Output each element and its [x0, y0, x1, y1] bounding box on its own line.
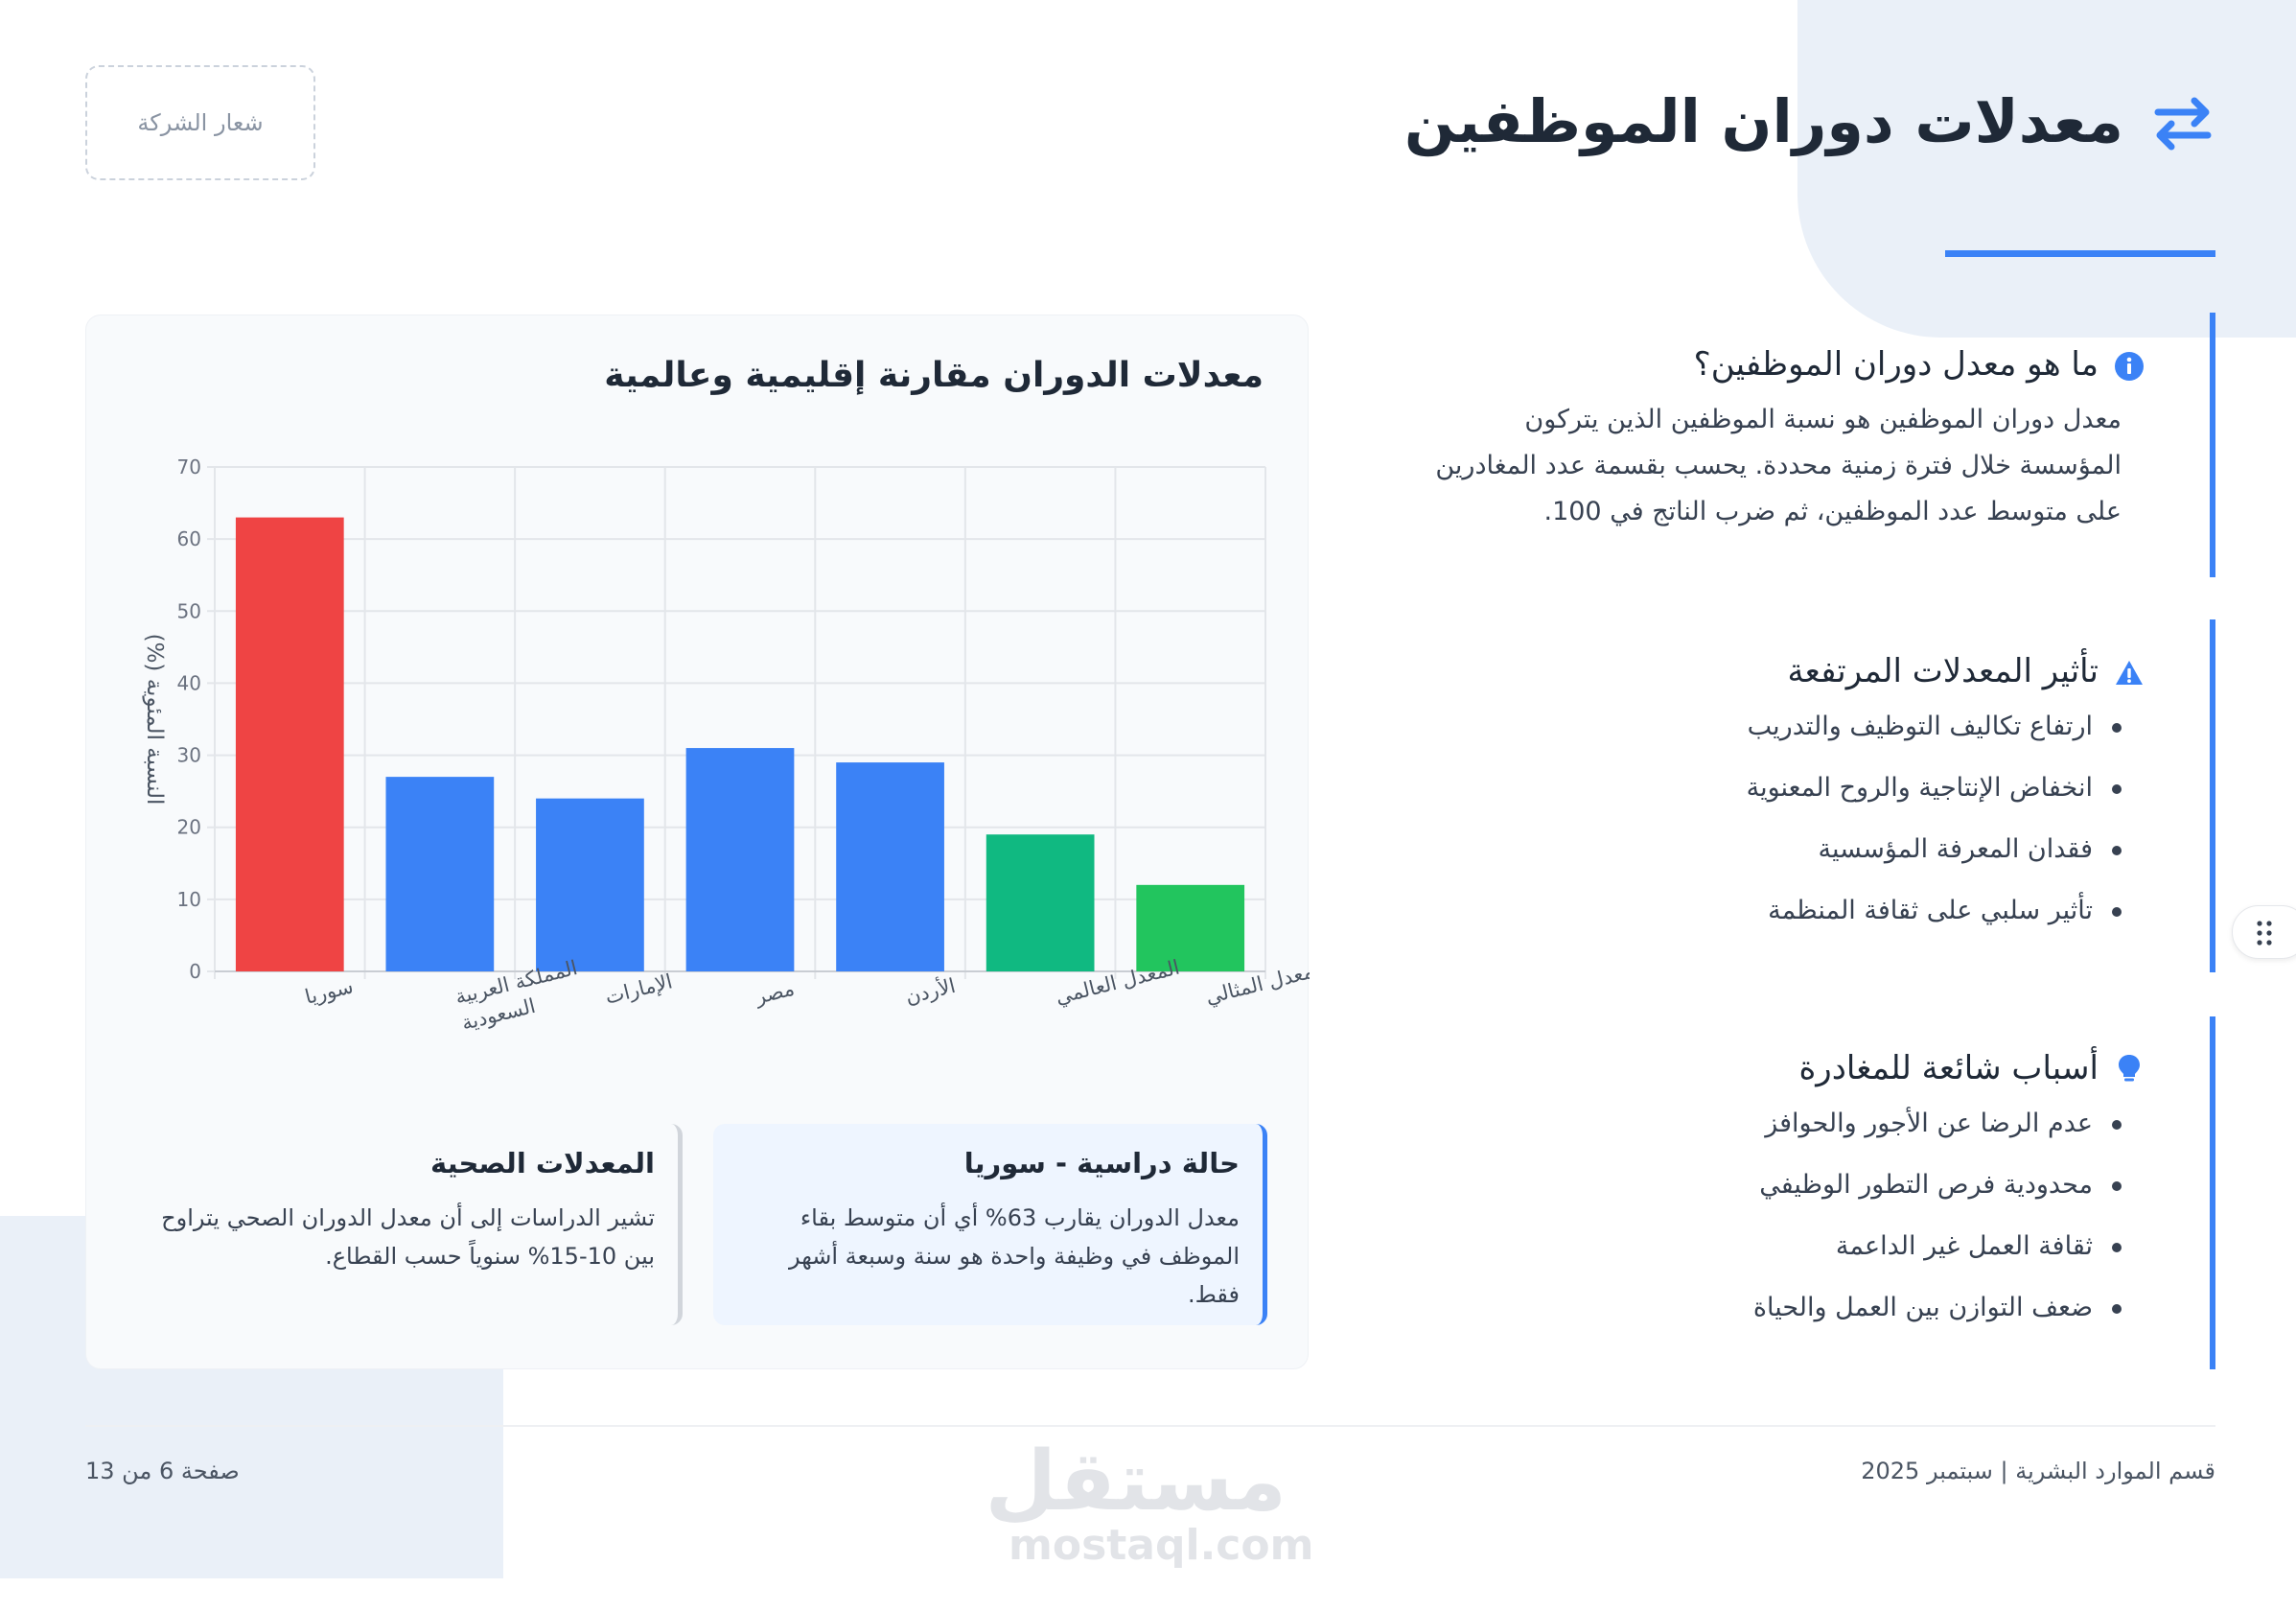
chart-panel: معدلات الدوران مقارنة إقليمية وعالمية 0 1… — [85, 315, 1310, 1369]
footer-page-number: صفحة 6 من 13 — [85, 1458, 240, 1484]
page-bottom-margin — [0, 1578, 2296, 1611]
definition-line: المؤسسة خلال فترة زمنية محددة. يحسب بقسم… — [1435, 451, 2122, 480]
y-tick-label: 50 — [177, 599, 201, 622]
reasons-list: عدم الرضا عن الأجور والحوافز محدودية فرص… — [1372, 1093, 2210, 1339]
healthy-rates-text: تشير الدراسات إلى أن معدل الدوران الصحي … — [161, 1204, 655, 1270]
footer-divider — [85, 1425, 2215, 1427]
x-tick-label: سوريا — [303, 974, 356, 1009]
section-impact: تأثير المعدلات المرتفعة ارتفاع تكاليف ال… — [1372, 619, 2215, 972]
x-tick-label: الإمارات — [603, 969, 675, 1009]
case-study-title: حالة دراسية - سوريا — [963, 1147, 1240, 1179]
section-title-impact: تأثير المعدلات المرتفعة — [1787, 652, 2099, 690]
section-reasons: أسباب شائعة للمغادرة عدم الرضا عن الأجور… — [1372, 1016, 2215, 1369]
footer-department: قسم الموارد البشرية | سبتمبر 2025 — [1861, 1458, 2215, 1484]
list-item: محدودية فرص التطور الوظيفي — [1372, 1155, 2122, 1216]
x-tick-label-group: سوريا — [303, 974, 356, 1009]
decor-top-shape — [1797, 0, 2296, 338]
bar — [836, 762, 944, 971]
x-tick-label: الأردن — [903, 973, 958, 1009]
list-item: تأثير سلبي على ثقافة المنظمة — [1372, 880, 2122, 942]
y-tick-label: 10 — [177, 888, 201, 911]
y-tick-label: 60 — [177, 527, 201, 550]
company-logo-placeholder: شعار الشركة — [85, 65, 315, 180]
impact-list: ارتفاع تكاليف التوظيف والتدريب انخفاض ال… — [1372, 696, 2210, 942]
y-tick-label: 0 — [189, 960, 201, 983]
section-title-definition: ما هو معدل دوران الموظفين؟ — [1693, 345, 2099, 384]
warning-triangle-icon — [2116, 661, 2143, 685]
definition-line: على متوسط عدد الموظفين، ثم ضرب الناتج في… — [1543, 497, 2122, 526]
drag-handle[interactable] — [2232, 905, 2296, 959]
bar — [1136, 884, 1245, 971]
y-axis-label: النسبة المئوية (%) — [142, 634, 167, 806]
bar — [536, 798, 644, 971]
logo-placeholder-text: شعار الشركة — [137, 109, 264, 136]
x-tick-label-group: مصر — [752, 977, 797, 1009]
x-tick-label-group: الأردن — [903, 973, 958, 1009]
watermark: مستقل mostaql.com — [985, 1434, 1314, 1570]
case-study-card: حالة دراسية - سوريا معدل الدوران يقارب 6… — [713, 1124, 1267, 1325]
y-tick-label: 40 — [177, 671, 201, 694]
x-tick-label: مصر — [752, 977, 797, 1009]
definition-line: معدل دوران الموظفين هو نسبة الموظفين الذ… — [1524, 405, 2122, 434]
y-tick-label: 30 — [177, 744, 201, 767]
title-underline — [1945, 250, 2215, 257]
exchange-arrows-icon — [2154, 97, 2212, 151]
x-tick-label-group: الإمارات — [603, 969, 675, 1009]
lightbulb-icon — [2119, 1055, 2140, 1082]
section-title-reasons: أسباب شائعة للمغادرة — [1798, 1049, 2099, 1087]
bar — [385, 777, 495, 971]
y-tick-label: 70 — [177, 455, 201, 479]
list-item: انخفاض الإنتاجية والروح المعنوية — [1372, 758, 2122, 819]
chart-title: معدلات الدوران مقارنة إقليمية وعالمية — [604, 356, 1264, 395]
healthy-rates-title: المعدلات الصحية — [430, 1147, 655, 1179]
info-circle-icon — [2115, 352, 2144, 381]
bar — [986, 834, 1095, 971]
list-item: فقدان المعرفة المؤسسية — [1372, 819, 2122, 880]
y-tick-label: 20 — [177, 816, 201, 839]
list-item: ضعف التوازن بين العمل والحياة — [1372, 1277, 2122, 1339]
case-study-text: معدل الدوران يقارب 63% أي أن متوسط بقاء … — [788, 1204, 1240, 1308]
section-definition: ما هو معدل دوران الموظفين؟ معدل دوران ال… — [1372, 313, 2215, 577]
list-item: ارتفاع تكاليف التوظيف والتدريب — [1372, 696, 2122, 758]
grip-dots-icon — [2257, 921, 2272, 946]
definition-text: معدل دوران الموظفين هو نسبة الموظفين الذ… — [1372, 397, 2210, 535]
page-title: معدلات دوران الموظفين — [1403, 86, 2123, 156]
bar — [685, 748, 795, 971]
list-item: عدم الرضا عن الأجور والحوافز — [1372, 1093, 2122, 1155]
list-item: ثقافة العمل غير الداعمة — [1372, 1216, 2122, 1277]
watermark-latin: mostaql.com — [1009, 1521, 1314, 1570]
bar — [235, 517, 344, 971]
watermark-arabic: مستقل — [985, 1434, 1287, 1529]
healthy-rates-card: المعدلات الصحية تشير الدراسات إلى أن معد… — [142, 1124, 683, 1325]
